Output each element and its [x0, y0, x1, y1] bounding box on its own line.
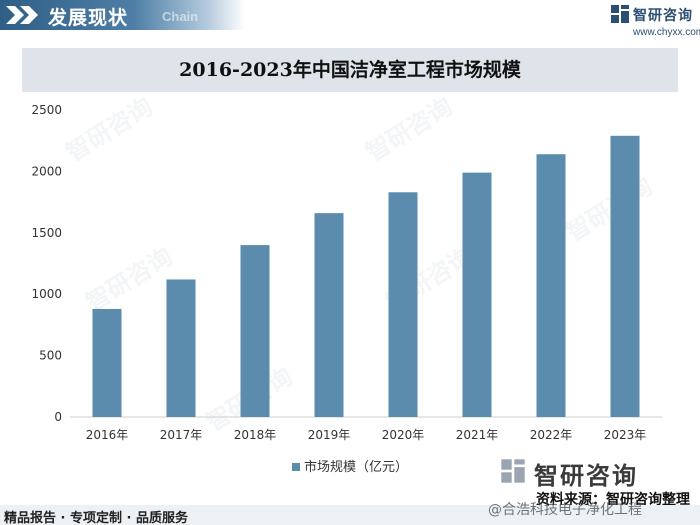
bar-chart: 0 500 1000 1500 2000 2500 2016年 2017年 2018年 2019年… — [31, 103, 662, 442]
y-tick-label: 1500 — [31, 226, 62, 240]
y-tick-label: 0 — [54, 410, 62, 424]
weibo-handle: @合浩科技电子净化工程 — [488, 502, 642, 518]
footer-logo-text: 智研咨询 — [534, 462, 638, 490]
chevron-right-icon — [6, 6, 38, 24]
x-tick-label: 2022年 — [530, 428, 573, 442]
brand-logo-icon — [501, 459, 525, 483]
y-tick-label: 2000 — [31, 164, 62, 178]
x-tick-label: 2016年 — [86, 428, 129, 442]
brand-logo-icon — [611, 5, 629, 23]
chart-legend: 市场规模（亿元） — [0, 456, 700, 475]
brand: 智研咨询 www.chyxx.com — [610, 3, 700, 43]
y-tick-label: 500 — [39, 349, 62, 363]
bar-2022年 — [536, 154, 566, 417]
tagline: 精品报告 · 专项定制 · 品质服务 — [4, 511, 188, 525]
bar-2021年 — [462, 172, 492, 417]
bar-2019年 — [314, 213, 344, 417]
section-ghost-text: Chain — [162, 9, 199, 24]
y-tick-label: 1000 — [31, 287, 62, 301]
brand-name: 智研咨询 — [633, 8, 693, 24]
section-title: 发展现状 — [48, 7, 129, 29]
x-tick-label: 2023年 — [604, 428, 647, 442]
page-header: 发展现状 Chain 智研咨询 www.chyxx.com — [0, 0, 700, 46]
x-tick-label: 2018年 — [234, 428, 277, 442]
legend-label: 市场规模（亿元） — [303, 460, 408, 475]
bar-2023年 — [610, 135, 640, 417]
x-tick-label: 2019年 — [308, 428, 351, 442]
bar-2017年 — [166, 279, 196, 417]
x-tick-label: 2021年 — [456, 428, 499, 442]
x-tick-label: 2017年 — [160, 428, 203, 442]
legend-swatch — [291, 462, 300, 471]
x-tick-label: 2020年 — [382, 428, 425, 442]
bar-2020年 — [388, 192, 418, 417]
y-tick-label: 2500 — [31, 103, 62, 117]
chart-title: 2016-2023年中国洁净室工程市场规模 — [179, 59, 521, 81]
chart-title-frame: 2016-2023年中国洁净室工程市场规模 — [22, 48, 678, 92]
bar-2016年 — [92, 308, 122, 417]
brand-url: www.chyxx.com — [633, 27, 700, 38]
data-source: 资料来源：智研咨询整理 — [536, 492, 690, 508]
bar-2018年 — [240, 245, 270, 417]
footer-logo: 智研咨询 — [500, 456, 690, 490]
bottom-bar: 精品报告 · 专项定制 · 品质服务 — [0, 505, 700, 525]
header-band — [0, 0, 245, 30]
